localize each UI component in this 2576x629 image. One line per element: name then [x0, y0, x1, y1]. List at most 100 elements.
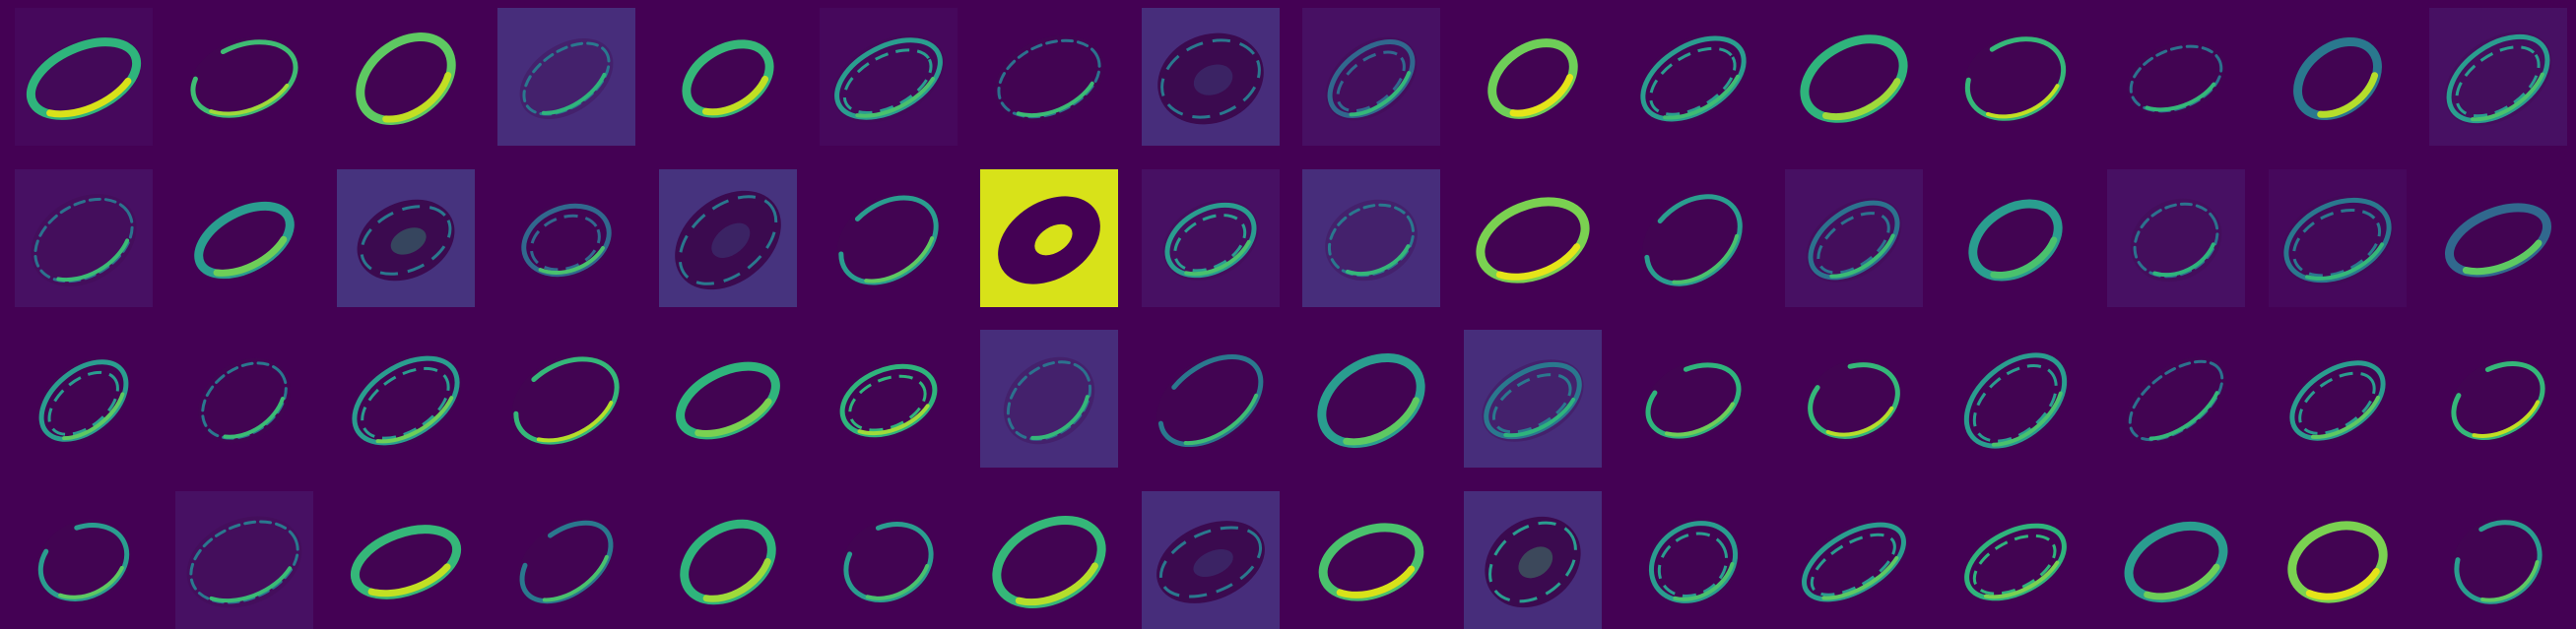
digit-zero-activation — [2429, 330, 2567, 468]
digit-edge — [678, 194, 777, 285]
digit-zero-activation — [497, 490, 636, 629]
feature-map-tile — [2268, 490, 2407, 629]
digit-zero-activation — [1141, 8, 1280, 146]
digit-stroke-group — [832, 34, 945, 123]
digit-center — [1518, 545, 1552, 578]
digit-hole — [1034, 223, 1073, 255]
tile-background — [2107, 168, 2246, 307]
digit-zero-activation — [15, 168, 153, 307]
feature-map-tile — [175, 490, 314, 629]
tile-background — [1463, 8, 1602, 146]
feature-map-tile — [658, 490, 797, 629]
digit-stroke-group — [2281, 194, 2393, 285]
digit-stroke-group — [1486, 37, 1578, 120]
digit-zero-activation — [980, 168, 1119, 307]
feature-map-tile — [15, 8, 153, 146]
digit-highlight — [694, 398, 772, 437]
digit-highlight — [701, 75, 768, 116]
digit-inner-stroke — [1657, 532, 1729, 598]
feature-map-tile — [175, 330, 314, 468]
digit-stroke-group — [837, 360, 940, 441]
tile-background — [2107, 8, 2246, 146]
digit-highlight — [2310, 395, 2380, 439]
digit-dark-fill — [1157, 32, 1264, 125]
tile-background — [820, 490, 958, 629]
digit-dark-fill — [1156, 520, 1265, 603]
digit-edge — [1158, 525, 1262, 598]
tile-background — [2429, 330, 2567, 468]
digit-highlight — [2472, 400, 2541, 438]
digit-stroke-group — [35, 519, 132, 604]
digit-highlight — [2316, 72, 2378, 118]
digit-zero-activation — [1302, 490, 1441, 629]
tile-background — [1302, 8, 1441, 146]
digit-stroke-group — [1642, 191, 1745, 288]
tile-background — [497, 490, 636, 629]
digit-zero-activation — [2268, 490, 2407, 629]
feature-map-tile — [175, 8, 314, 146]
digit-zero-activation — [1141, 168, 1280, 307]
digit-zero-activation — [658, 330, 797, 468]
digit-stroke-group — [194, 200, 296, 280]
digit-zero-activation — [336, 8, 475, 146]
digit-zero-activation — [1302, 330, 1441, 468]
digit-stroke-group — [1646, 517, 1741, 606]
tile-background — [1946, 168, 2084, 307]
digit-stroke-group — [1482, 359, 1584, 442]
digit-stroke-group — [511, 353, 622, 448]
tile-background — [1624, 490, 1762, 629]
digit-stroke-group — [2130, 198, 2222, 282]
feature-map-tile — [1141, 168, 1280, 307]
feature-map-tile — [2429, 330, 2567, 468]
tile-background — [2107, 330, 2246, 468]
digit-zero-activation — [1946, 330, 2084, 468]
digit-stroke-group — [350, 353, 462, 448]
digit-stroke-group — [1318, 521, 1424, 602]
digit-inner-stroke — [2297, 371, 2376, 435]
digit-stroke-group — [1325, 199, 1419, 281]
feature-map-tile — [175, 168, 314, 307]
digit-zero-activation — [2429, 8, 2567, 146]
digit-zero-activation — [2429, 168, 2567, 307]
feature-map-tile — [2268, 168, 2407, 307]
digit-stroke-group — [2124, 520, 2228, 603]
digit-highlight — [2145, 82, 2216, 112]
digit-stroke-group — [1806, 359, 1902, 442]
digit-outer-stroke — [1157, 353, 1264, 448]
digit-outer-stroke — [843, 521, 934, 602]
feature-map-tile — [2107, 330, 2246, 468]
digit-highlight — [213, 235, 288, 277]
digit-stroke-group — [350, 523, 461, 600]
digit-stroke-group — [679, 518, 776, 605]
digit-stroke-group — [357, 199, 455, 281]
digit-dark-fill — [674, 190, 781, 289]
digit-zero-activation — [1946, 8, 2084, 146]
digit-stroke-group — [2452, 517, 2544, 606]
digit-highlight — [857, 404, 930, 436]
digit-zero-activation — [1785, 490, 1924, 629]
feature-map-tile — [15, 490, 153, 629]
digit-outer-stroke — [189, 520, 300, 603]
digit-stroke-group — [1806, 197, 1902, 283]
digit-highlight — [1349, 71, 1412, 117]
tile-background — [2268, 330, 2407, 468]
tile-background — [497, 8, 636, 146]
digit-stroke-group — [2444, 31, 2552, 126]
feature-map-tile — [497, 490, 636, 629]
digit-zero-activation — [2429, 490, 2567, 629]
feature-map-tile — [497, 8, 636, 146]
digit-stroke-group — [189, 36, 300, 121]
digit-highlight — [2471, 72, 2544, 122]
tile-background — [658, 8, 797, 146]
digit-highlight — [58, 565, 124, 599]
digit-zero-activation — [1946, 490, 2084, 629]
digit-stroke-group — [1961, 350, 2070, 451]
digit-zero-activation — [1624, 8, 1762, 146]
feature-map-tile — [820, 490, 958, 629]
digit-highlight — [1030, 395, 1090, 440]
digit-outer-stroke — [2129, 44, 2223, 113]
digit-highlight — [2480, 559, 2540, 602]
tile-background — [15, 490, 153, 629]
digit-highlight — [702, 557, 771, 602]
digit-edge — [360, 204, 452, 276]
